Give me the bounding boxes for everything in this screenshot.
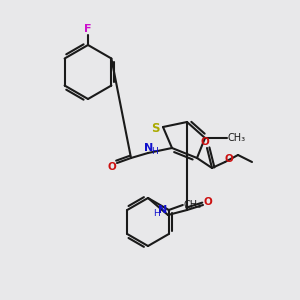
Text: O: O [204,197,212,207]
Text: O: O [225,154,233,164]
Text: N: N [144,143,154,153]
Text: S: S [151,122,159,134]
Text: O: O [108,162,116,172]
Text: O: O [201,137,209,147]
Text: CH₃: CH₃ [184,200,202,210]
Text: CH₃: CH₃ [228,133,246,143]
Text: N: N [158,205,168,215]
Text: H: H [152,148,158,157]
Text: H: H [153,208,159,217]
Text: F: F [84,24,92,34]
